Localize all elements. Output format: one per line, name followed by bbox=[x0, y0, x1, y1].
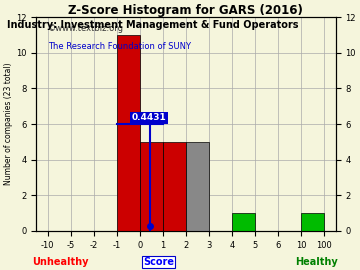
Bar bbox=[140, 142, 163, 231]
Text: Industry: Investment Management & Fund Operators: Industry: Investment Management & Fund O… bbox=[7, 20, 299, 30]
Y-axis label: Number of companies (23 total): Number of companies (23 total) bbox=[4, 63, 13, 185]
Text: ©www.textbiz.org: ©www.textbiz.org bbox=[48, 24, 124, 33]
Title: Z-Score Histogram for GARS (2016): Z-Score Histogram for GARS (2016) bbox=[68, 4, 303, 17]
Bar bbox=[163, 142, 186, 231]
Text: Score: Score bbox=[143, 256, 174, 266]
Text: Healthy: Healthy bbox=[295, 256, 338, 266]
Text: 0.4431: 0.4431 bbox=[131, 113, 166, 122]
Bar bbox=[186, 142, 209, 231]
Text: Unhealthy: Unhealthy bbox=[32, 256, 89, 266]
Text: The Research Foundation of SUNY: The Research Foundation of SUNY bbox=[48, 42, 191, 51]
Bar bbox=[301, 213, 324, 231]
Bar bbox=[117, 35, 140, 231]
Bar bbox=[232, 213, 255, 231]
